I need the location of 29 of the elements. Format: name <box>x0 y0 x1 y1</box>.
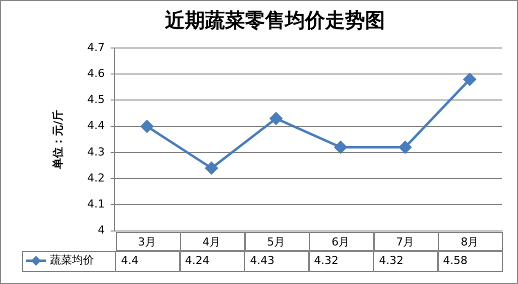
point <box>205 162 218 174</box>
y-tick-label: 4.1 <box>87 198 105 211</box>
x-tick-label: 7月 <box>396 235 414 248</box>
point <box>398 140 412 154</box>
chart-title: 近期蔬菜零售均价走势图 <box>164 8 385 32</box>
x-tick-label: 3月 <box>138 235 156 248</box>
point <box>270 112 282 125</box>
data-label: 4.4 <box>115 251 181 272</box>
y-tick-label: 4.4 <box>87 119 105 132</box>
data-label: 4.58 <box>437 251 503 272</box>
data-label: 4.24 <box>179 251 245 272</box>
y-tick-label: 4.3 <box>87 145 105 158</box>
point <box>334 140 347 154</box>
legend-label: 蔬菜均价 <box>50 254 94 267</box>
y-axis-title: 单位：元/斤 <box>51 110 64 170</box>
x-tick-label: 8月 <box>460 235 479 248</box>
y-tick-label: 4.2 <box>87 171 105 184</box>
point <box>140 120 154 133</box>
y-tick-label: 4 <box>98 224 105 237</box>
y-tick-label: 4.5 <box>87 93 105 106</box>
x-tick-label: 5月 <box>267 235 286 248</box>
x-tick-label: 6月 <box>332 235 350 248</box>
y-tick-label: 4.7 <box>87 40 105 54</box>
x-tick-label: 4月 <box>202 235 221 248</box>
data-label: 4.43 <box>244 251 310 272</box>
y-tick-label: 4.6 <box>87 66 105 80</box>
data-label: 4.32 <box>373 251 439 272</box>
point <box>463 73 476 86</box>
data-label: 4.32 <box>308 251 374 272</box>
